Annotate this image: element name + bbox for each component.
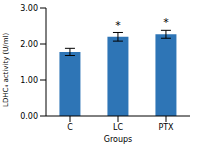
svg-text:3.00: 3.00 xyxy=(20,4,38,13)
svg-text:*: * xyxy=(163,16,169,29)
svg-text:PTX: PTX xyxy=(158,123,174,132)
svg-text:C: C xyxy=(67,123,73,132)
svg-text:1.00: 1.00 xyxy=(20,76,38,85)
svg-text:LC: LC xyxy=(113,123,123,132)
svg-text:LDHC₄ activity (U/ml): LDHC₄ activity (U/ml) xyxy=(8,33,10,107)
svg-text:*: * xyxy=(115,19,121,32)
svg-text:2.00: 2.00 xyxy=(20,40,38,49)
svg-text:Groups: Groups xyxy=(104,135,133,144)
svg-text:0.00: 0.00 xyxy=(20,112,38,121)
